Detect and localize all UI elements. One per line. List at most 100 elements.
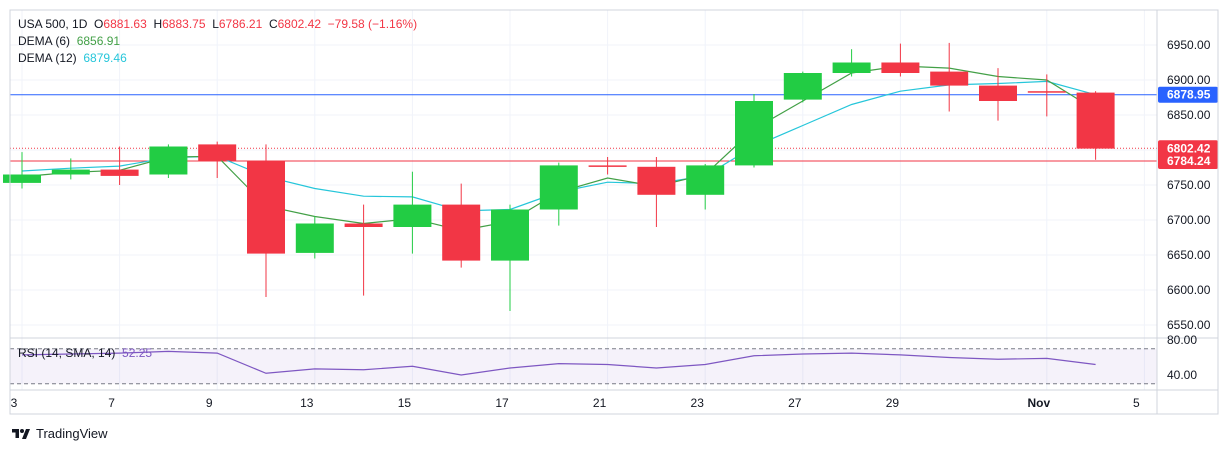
candle-6 — [295, 216, 334, 259]
candles — [3, 42, 1115, 311]
candle-19 — [930, 42, 969, 112]
time-tick-label: 15 — [398, 396, 412, 410]
time-tick-label: 9 — [206, 396, 213, 410]
branding-text: TradingView — [36, 426, 108, 441]
candle-body — [100, 169, 139, 176]
rsi-legend[interactable]: RSI (14, SMA, 14) 52.25 — [18, 346, 152, 360]
rsi-band — [10, 348, 1157, 384]
open-label: O — [94, 17, 104, 31]
price-tick-label: 6850.00 — [1167, 108, 1211, 122]
rsi-value: 52.25 — [122, 346, 153, 360]
candle-13 — [637, 157, 676, 227]
chart-frame — [9, 9, 1219, 415]
high-label: H — [153, 17, 163, 31]
candle-16 — [783, 71, 822, 103]
rsi-tick-label: 40.00 — [1167, 368, 1197, 382]
candle-body — [149, 146, 188, 175]
close-value: 6802.42 — [277, 17, 321, 31]
time-tick-label: 29 — [886, 396, 900, 410]
open-value: 6881.63 — [103, 17, 147, 31]
candle-body — [295, 223, 334, 253]
candle-body — [247, 160, 285, 254]
time-tick-label: 7 — [108, 396, 115, 410]
price-tick-label: 6900.00 — [1167, 73, 1211, 87]
candle-18 — [881, 43, 920, 77]
candle-2 — [100, 146, 139, 185]
candle-14 — [686, 164, 725, 210]
symbol-label[interactable]: USA 500, 1D — [18, 17, 88, 31]
candle-body — [637, 166, 676, 195]
candle-body — [198, 144, 237, 161]
time-tick-label: 5 — [1133, 396, 1140, 410]
candle-body — [881, 62, 920, 73]
change-value: −79.58 (−1.16%) — [327, 17, 418, 31]
candle-body — [393, 204, 432, 227]
rsi-tick-label: 80.00 — [1167, 333, 1197, 347]
candle-12 — [588, 157, 627, 175]
ohlc-row: USA 500, 1D O6881.63 H6883.75 L6786.21 C… — [18, 16, 417, 33]
candle-body — [832, 62, 871, 73]
candle-body — [1076, 92, 1115, 149]
time-tick-label: 27 — [788, 396, 802, 410]
rsi-pane — [10, 337, 1218, 385]
chart-grid — [10, 10, 1157, 390]
outer-border — [9, 9, 1219, 415]
rsi-line — [21, 350, 1096, 376]
candle-body — [51, 169, 90, 175]
candle-22 — [1076, 91, 1115, 160]
candle-7 — [344, 204, 383, 296]
high-value: 6883.75 — [162, 17, 206, 31]
price-tick-label: 6600.00 — [1167, 283, 1211, 297]
time-axis[interactable]: 3 7 9 13 15 17 21 23 27 29 Nov 5 — [11, 396, 1140, 410]
candle-body — [344, 223, 383, 227]
dema6-legend-row[interactable]: DEMA (6) 6856.91 — [18, 33, 417, 50]
candle-10 — [491, 204, 529, 311]
candle-body — [588, 165, 627, 167]
price-tick-label: 6650.00 — [1167, 248, 1211, 262]
candle-20 — [979, 68, 1017, 121]
price-axis[interactable]: 6950.00 6900.00 6850.00 6750.00 6700.00 6650.… — [1158, 38, 1218, 382]
candle-11 — [539, 162, 578, 226]
time-tick-label: 21 — [593, 396, 607, 410]
dema12-value: 6879.46 — [83, 51, 127, 65]
rsi-label: RSI (14, SMA, 14) — [18, 346, 116, 360]
candle-9 — [442, 183, 481, 268]
price-tag-bg — [1158, 140, 1218, 157]
candle-21 — [1027, 74, 1066, 117]
candle-0 — [3, 152, 41, 189]
tradingview-icon — [12, 428, 30, 439]
price-tag-bg — [1158, 153, 1218, 170]
candle-body — [930, 71, 969, 86]
price-tick-label: 6950.00 — [1167, 38, 1211, 52]
dema12-legend-row[interactable]: DEMA (12) 6879.46 — [18, 50, 417, 67]
time-tick-label: Nov — [1027, 396, 1050, 410]
candle-5 — [247, 144, 285, 297]
price-tick-label: 6550.00 — [1167, 318, 1211, 332]
price-tick-label: 6750.00 — [1167, 178, 1211, 192]
close-label: C — [268, 17, 278, 31]
low-label: L — [212, 17, 219, 31]
candle-body — [3, 174, 41, 183]
candle-17 — [832, 49, 871, 77]
price-tag-label: 6784.24 — [1167, 154, 1211, 168]
candle-body — [783, 73, 822, 100]
candle-4 — [198, 141, 237, 178]
price-tag-label: 6878.95 — [1167, 88, 1211, 102]
time-tick-label: 17 — [495, 396, 509, 410]
candle-body — [442, 204, 481, 261]
price-tick-label: 6700.00 — [1167, 213, 1211, 227]
price-legend: USA 500, 1D O6881.63 H6883.75 L6786.21 C… — [18, 16, 417, 67]
candle-body — [1027, 91, 1066, 93]
dema6-label: DEMA (6) — [18, 34, 71, 48]
price-tag-label: 6802.42 — [1167, 141, 1211, 155]
tradingview-logo[interactable]: TradingView — [10, 426, 108, 441]
dema6-value: 6856.91 — [76, 34, 121, 48]
candle-body — [539, 165, 578, 210]
candle-body — [735, 101, 773, 166]
candle-body — [491, 209, 529, 261]
candle-15 — [735, 94, 773, 168]
horizontal-lines — [10, 94, 1157, 162]
candle-body — [686, 165, 725, 195]
candle-1 — [51, 158, 90, 180]
